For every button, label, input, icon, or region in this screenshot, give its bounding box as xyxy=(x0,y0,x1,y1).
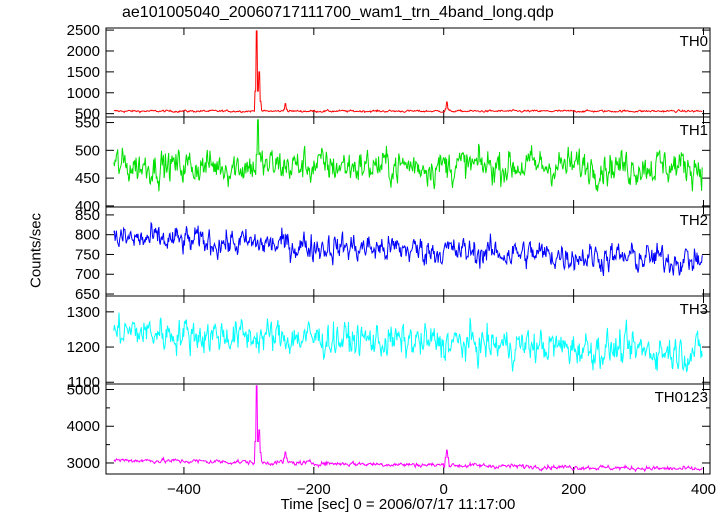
x-tick-label: 0 xyxy=(440,481,448,498)
panel-label-th0123: TH0123 xyxy=(655,389,708,406)
y-tick-label: 850 xyxy=(75,207,100,224)
panel-frame-th0123 xyxy=(105,383,711,475)
y-tick-label: 750 xyxy=(75,246,100,263)
chart-title: ae101005040_20060717111700_wam1_trn_4ban… xyxy=(122,4,554,21)
panel-label-th1: TH1 xyxy=(680,122,708,139)
y-tick-label: 5000 xyxy=(67,382,100,399)
y-tick-label: 1100 xyxy=(68,374,100,391)
y-tick-label: 400 xyxy=(75,198,100,215)
y-tick-label: 1500 xyxy=(67,64,100,81)
x-tick-label: −400 xyxy=(167,481,201,498)
panel-frame-th0 xyxy=(105,27,711,118)
x-tick-label: 400 xyxy=(691,481,716,498)
y-tick-label: 1000 xyxy=(67,85,100,102)
x-tick-label: 200 xyxy=(561,481,586,498)
y-tick-label: 450 xyxy=(75,170,100,187)
series-line-th2 xyxy=(113,221,703,277)
y-tick-label: 650 xyxy=(75,286,100,303)
series-line-th0 xyxy=(113,30,703,114)
series-line-th0123 xyxy=(113,385,703,473)
y-tick-label: 4000 xyxy=(67,418,100,435)
y-tick-label: 2000 xyxy=(67,43,100,60)
y-tick-label: 500 xyxy=(75,142,100,159)
x-tick-label: −200 xyxy=(297,481,331,498)
y-tick-label: 800 xyxy=(75,227,100,244)
panel-label-th2: TH2 xyxy=(680,212,708,229)
y-tick-label: 1300 xyxy=(67,304,100,321)
series-line-th3 xyxy=(113,312,703,373)
y-tick-label: 3000 xyxy=(67,455,100,472)
y-tick-label: 550 xyxy=(75,115,100,132)
y-tick-label: 1200 xyxy=(67,339,100,356)
panel-label-th0: TH0 xyxy=(680,33,708,50)
panel-label-th3: TH3 xyxy=(680,301,708,318)
y-tick-label: 2500 xyxy=(67,22,100,39)
x-axis-label: Time [sec] 0 = 2006/07/17 11:17:00 xyxy=(280,496,516,513)
y-tick-label: 700 xyxy=(75,266,100,283)
y-tick-label: 500 xyxy=(75,106,100,123)
series-line-th1 xyxy=(113,119,703,192)
y-axis-label: Counts/sec xyxy=(27,212,45,288)
